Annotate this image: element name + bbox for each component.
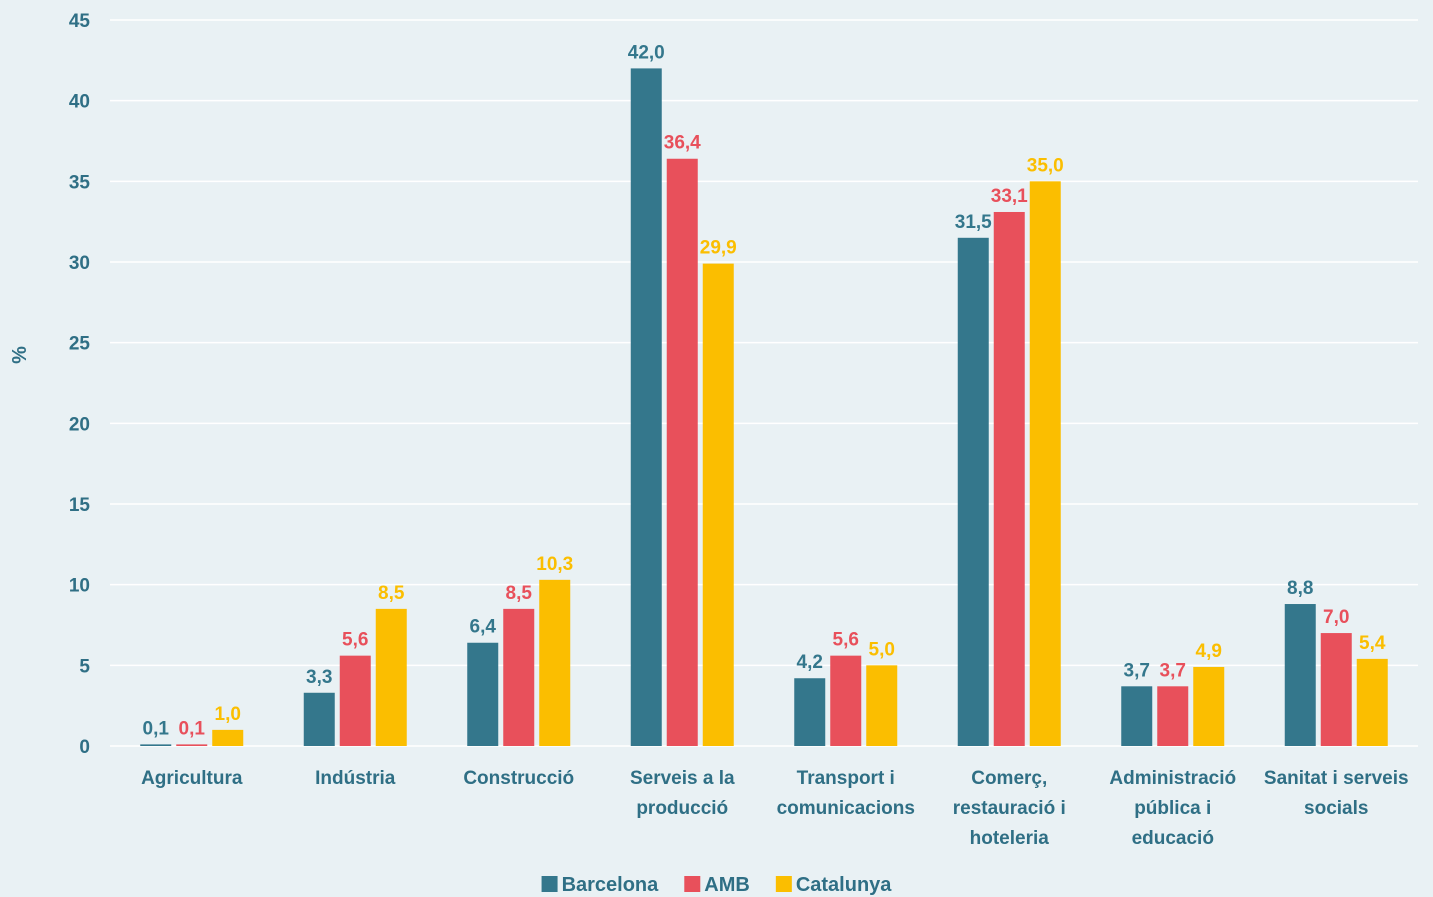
x-category-label-line: Comerç,	[971, 768, 1047, 789]
x-category-label-line: hoteleria	[970, 828, 1050, 849]
data-label: 5,0	[869, 639, 895, 660]
y-tick-label: 40	[69, 92, 90, 113]
bar-catalunya	[702, 263, 734, 746]
y-tick-label: 35	[69, 172, 91, 193]
legend-label: AMB	[704, 874, 750, 896]
data-label: 0,1	[179, 718, 206, 739]
y-tick-label: 20	[69, 414, 90, 435]
y-tick-label: 5	[79, 656, 90, 677]
x-category-label-line: Construcció	[463, 768, 574, 789]
bar-barcelona	[630, 68, 662, 746]
bar-amb	[176, 744, 208, 746]
data-label: 42,0	[628, 42, 665, 63]
y-axis-title: %	[9, 346, 31, 364]
bar-catalunya	[375, 608, 407, 746]
x-category-label-line: Agricultura	[141, 768, 243, 789]
bar-barcelona	[303, 692, 335, 746]
x-category-label-line: comunicacions	[777, 798, 915, 819]
x-axis-categories: Agricultura Indústria Construcció Serveis a…	[141, 768, 1409, 849]
bar-amb	[1157, 686, 1189, 746]
y-tick-label: 15	[69, 495, 91, 516]
bars	[140, 68, 1388, 747]
x-category-label: Construcció	[463, 768, 574, 789]
x-category-label-line: pública i	[1134, 798, 1211, 819]
data-label: 8,5	[378, 583, 405, 604]
data-label: 33,1	[991, 186, 1028, 207]
bar-catalunya	[1356, 658, 1388, 746]
data-label: 4,9	[1196, 641, 1222, 662]
bar-catalunya	[212, 729, 244, 746]
bar-amb	[993, 211, 1025, 746]
data-label: 31,5	[955, 212, 992, 233]
y-tick-label: 0	[79, 737, 90, 758]
x-category-label-line: Serveis a la	[630, 768, 735, 789]
bar-amb	[830, 655, 862, 746]
data-label: 6,4	[470, 617, 497, 638]
gridlines	[110, 19, 1418, 747]
bar-amb	[1320, 633, 1352, 746]
legend-label: Catalunya	[796, 874, 892, 896]
x-category-label: Transport i comunicacions	[777, 768, 915, 819]
legend-swatch-catalunya	[775, 876, 792, 892]
data-label: 3,7	[1124, 660, 1150, 681]
x-category-label-line: restauració i	[953, 798, 1066, 819]
legend-swatch-barcelona	[541, 876, 558, 892]
legend-swatch-amb	[684, 876, 701, 892]
data-labels: 0,1 0,11,03,35,68,56,48,510,342,036,429,9…	[143, 42, 1386, 739]
data-label: 5,6	[342, 630, 368, 651]
y-tick-label: 30	[69, 253, 90, 274]
y-tick-label: 25	[69, 334, 91, 355]
bar-catalunya	[866, 665, 898, 746]
x-category-label-line: Indústria	[315, 768, 396, 789]
bar-barcelona	[1284, 604, 1316, 746]
bar-barcelona	[794, 678, 826, 746]
bar-barcelona	[467, 642, 499, 746]
x-category-label: Agricultura	[141, 768, 243, 789]
x-category-label-line: producció	[636, 798, 728, 819]
x-category-label-line: socials	[1304, 798, 1368, 819]
data-label: 8,5	[506, 583, 533, 604]
data-label: 35,0	[1027, 155, 1064, 176]
data-label: 10,3	[536, 554, 573, 575]
bar-amb	[666, 158, 698, 746]
legend: Barcelona AMB Catalunya	[541, 874, 892, 896]
data-label: 3,3	[306, 667, 332, 688]
bar-barcelona	[1121, 686, 1153, 746]
bar-amb	[339, 655, 371, 746]
data-label: 29,9	[700, 238, 737, 259]
x-category-label: Administració pública i educació	[1109, 768, 1236, 849]
bar-catalunya	[1029, 181, 1061, 747]
x-category-label-line: Administració	[1109, 768, 1236, 789]
x-category-label-line: Transport i	[797, 768, 895, 789]
x-category-label: Indústria	[315, 768, 396, 789]
data-label: 5,6	[833, 630, 859, 651]
data-label: 3,7	[1160, 660, 1186, 681]
x-category-label-line: Sanitat i serveis	[1264, 768, 1409, 789]
bar-amb	[503, 608, 535, 746]
data-label: 8,8	[1287, 578, 1313, 599]
bar-catalunya	[539, 579, 571, 746]
x-category-label-line: educació	[1132, 828, 1214, 849]
data-label: 1,0	[215, 704, 241, 725]
x-category-label: Comerç, restauració i hoteleria	[953, 768, 1066, 849]
data-label: 5,4	[1359, 633, 1386, 654]
data-label: 7,0	[1323, 607, 1349, 628]
data-label: 0,1	[143, 718, 170, 739]
y-axis-ticks: 0 5 10 15 20 25 30 35 40 45	[69, 11, 91, 758]
x-category-label: Sanitat i serveis socials	[1264, 768, 1409, 819]
x-category-label: Serveis a la producció	[630, 768, 735, 819]
y-tick-label: 45	[69, 11, 91, 32]
bar-catalunya	[1193, 666, 1225, 746]
bar-barcelona	[957, 237, 989, 747]
y-tick-label: 10	[69, 576, 90, 597]
data-label: 4,2	[797, 652, 823, 673]
legend-label: Barcelona	[562, 874, 660, 896]
data-label: 36,4	[664, 133, 701, 154]
bar-barcelona	[140, 744, 172, 746]
